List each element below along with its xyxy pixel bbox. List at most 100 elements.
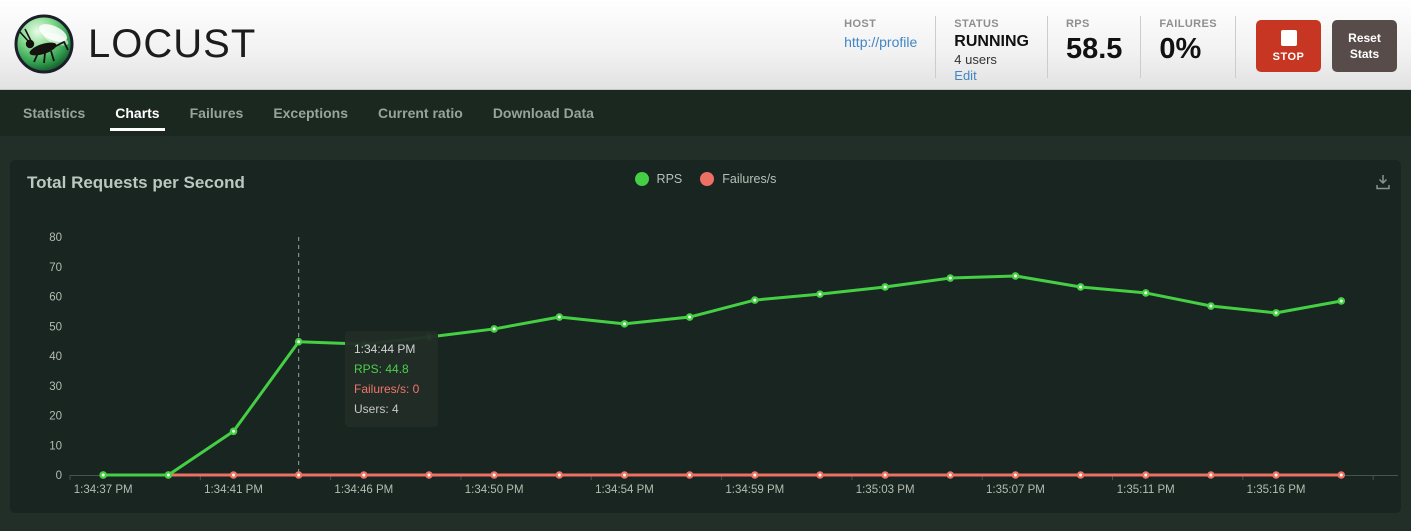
y-axis-tick-label: 10 <box>49 440 62 452</box>
x-axis-tick-label: 1:34:50 PM <box>465 484 524 496</box>
locust-logo-icon <box>14 14 74 74</box>
reset-stats-button[interactable]: Reset Stats <box>1332 20 1397 72</box>
tooltip-time: 1:34:44 PM <box>354 342 416 356</box>
legend-label: Failures/s <box>722 172 777 186</box>
divider <box>935 16 937 78</box>
data-point-center <box>297 340 301 344</box>
y-axis-tick-label: 70 <box>49 262 62 274</box>
host-label: HOST <box>844 18 877 30</box>
failures-label: FAILURES <box>1159 18 1217 30</box>
tab-download-data[interactable]: Download Data <box>492 105 594 121</box>
rps-block: RPS 58.5 <box>1048 14 1140 89</box>
data-point-center <box>1209 304 1213 308</box>
x-axis-tick-label: 1:34:46 PM <box>334 484 393 496</box>
x-axis-tick-label: 1:34:37 PM <box>74 484 133 496</box>
failures-value: 0% <box>1159 33 1202 65</box>
data-point-center <box>232 429 236 433</box>
data-point-center <box>818 292 822 296</box>
header: LOCUST HOST http://profile STATUS RUNNIN… <box>0 0 1411 90</box>
x-axis-tick-label: 1:35:07 PM <box>986 484 1045 496</box>
y-axis-tick-label: 40 <box>49 351 62 363</box>
data-point-center <box>622 473 626 477</box>
data-point-center <box>557 473 561 477</box>
data-point-center <box>948 473 952 477</box>
edit-link[interactable]: Edit <box>954 68 977 83</box>
x-axis-tick-label: 1:34:41 PM <box>204 484 263 496</box>
divider <box>1140 16 1142 78</box>
legend-item-rps[interactable]: RPS <box>634 172 683 186</box>
data-point-center <box>688 315 692 319</box>
x-axis-tick-label: 1:34:59 PM <box>725 484 784 496</box>
data-point-center <box>688 473 692 477</box>
stop-icon <box>1280 29 1297 46</box>
data-point-center <box>622 322 626 326</box>
status-users: 4 users <box>954 52 997 67</box>
status-label: STATUS <box>954 18 1000 30</box>
data-point-center <box>1144 473 1148 477</box>
chart-panel: Total Requests per Second RPS Failures/s … <box>10 160 1401 513</box>
app-title: LOCUST <box>88 21 257 66</box>
data-point-center <box>948 276 952 280</box>
tab-charts[interactable]: Charts <box>100 90 174 136</box>
data-point-center <box>818 473 822 477</box>
tab-current-ratio[interactable]: Current ratio <box>378 105 463 121</box>
data-point-center <box>427 473 431 477</box>
data-point-center <box>1013 274 1017 278</box>
chart-tooltip: 1:34:44 PM RPS: 44.8 Failures/s: 0 Users… <box>345 331 438 427</box>
y-axis-tick-label: 60 <box>49 292 62 304</box>
data-point-center <box>557 315 561 319</box>
data-point-center <box>297 473 301 477</box>
data-point-center <box>1339 473 1343 477</box>
host-block: HOST http://profile <box>826 14 935 89</box>
chart-title: Total Requests per Second <box>27 173 245 192</box>
header-buttons: STOP Reset Stats <box>1256 20 1397 89</box>
data-point-center <box>101 473 105 477</box>
download-chart-icon[interactable] <box>1373 172 1393 197</box>
stop-button[interactable]: STOP <box>1256 20 1321 72</box>
rps-chart[interactable]: 0 10 20 30 40 50 60 70 80 1:34:37 PM 1:34:41 PM 1:3… <box>10 160 1401 513</box>
rps-label: RPS <box>1065 18 1090 30</box>
data-point-center <box>1144 291 1148 295</box>
tooltip-rps: RPS: 44.8 <box>354 362 409 376</box>
logo: LOCUST <box>14 14 256 74</box>
legend-item-failures-s[interactable]: Failures/s <box>700 172 776 186</box>
header-stats: HOST http://profile STATUS RUNNING 4 use… <box>826 0 1397 89</box>
y-axis-tick-label: 80 <box>49 232 62 244</box>
x-axis-tick-label: 1:34:54 PM <box>595 484 654 496</box>
tooltip-users: Users: 4 <box>354 402 399 416</box>
y-axis-tick-label: 0 <box>56 470 62 482</box>
failures-block: FAILURES 0% <box>1141 14 1235 89</box>
data-point-center <box>492 327 496 331</box>
data-point-center <box>883 285 887 289</box>
y-axis-tick-label: 20 <box>49 411 62 423</box>
data-point-center <box>1274 473 1278 477</box>
status-block: STATUS RUNNING 4 users Edit <box>936 14 1047 89</box>
data-point-center <box>362 473 366 477</box>
data-point-center <box>1079 285 1083 289</box>
stop-button-label: STOP <box>1272 50 1305 63</box>
rps-line <box>103 274 1342 477</box>
status-value: RUNNING <box>954 33 1029 50</box>
legend-label: RPS <box>656 172 683 186</box>
data-point-center <box>1339 299 1343 303</box>
data-point-center <box>1274 311 1278 315</box>
y-axis-tick-label: 30 <box>49 381 62 393</box>
legend-dot-icon <box>700 172 715 186</box>
data-point-center <box>1209 473 1213 477</box>
data-point-center <box>753 298 757 302</box>
legend-dot-icon <box>634 172 649 186</box>
data-point-center <box>883 473 887 477</box>
divider <box>1046 16 1048 78</box>
tab-failures[interactable]: Failures <box>189 105 244 121</box>
rps-value: 58.5 <box>1065 33 1123 65</box>
nav-tabs: Statistics Charts Failures Exceptions Curren… <box>0 90 1411 136</box>
x-axis-tick-label: 1:35:03 PM <box>856 484 915 496</box>
content-area: Total Requests per Second RPS Failures/s … <box>0 136 1411 531</box>
x-axis-tick-label: 1:35:11 PM <box>1117 484 1175 496</box>
tab-exceptions[interactable]: Exceptions <box>273 105 349 121</box>
host-link[interactable]: http://profile <box>844 34 918 50</box>
data-point-center <box>232 473 236 477</box>
data-point-center <box>753 473 757 477</box>
data-point-center <box>1013 473 1017 477</box>
tab-statistics[interactable]: Statistics <box>23 105 86 121</box>
